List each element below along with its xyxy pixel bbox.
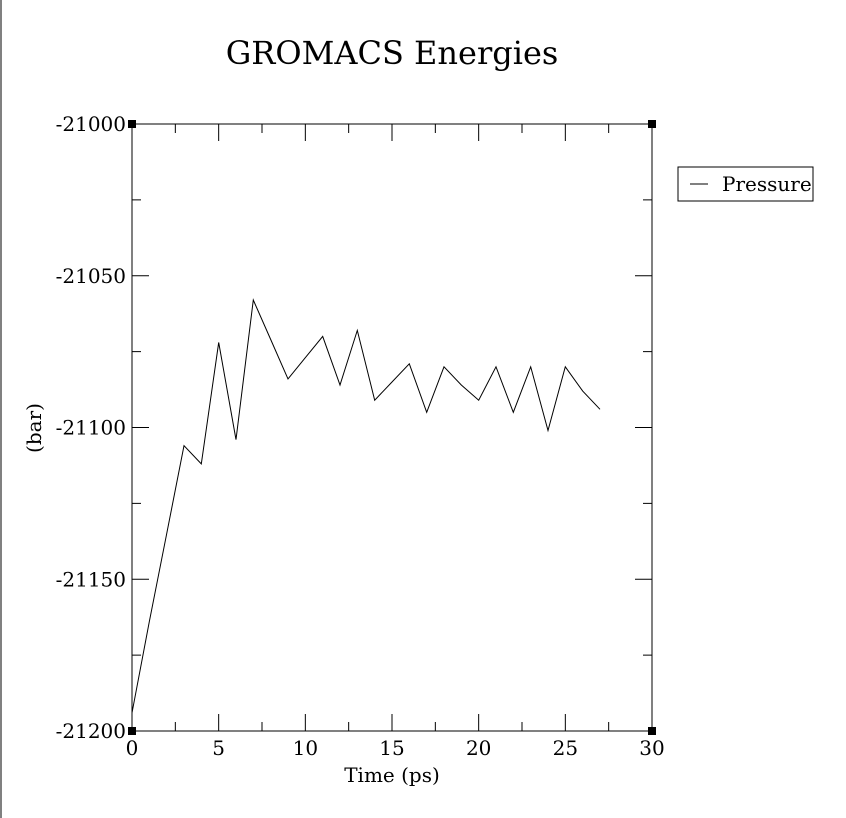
x-tick-label: 20 — [466, 736, 491, 760]
y-tick-label: -21100 — [56, 416, 126, 440]
x-tick-label: 25 — [553, 736, 578, 760]
x-tick-label: 0 — [126, 736, 139, 760]
y-tick-label: -21050 — [56, 264, 126, 288]
y-axis-label: (bar) — [22, 403, 46, 453]
x-axis: 0 5 10 15 20 25 30 — [126, 124, 665, 760]
legend-label: Pressure — [722, 172, 812, 196]
corner-handle-bottom-left — [128, 727, 136, 735]
plot-area: -21200 -21150 -21100 -21050 -21000 0 5 10 15 20 2… — [56, 112, 665, 760]
chart-title: GROMACS Energies — [226, 34, 559, 72]
legend: Pressure — [677, 166, 814, 202]
x-tick-label: 30 — [639, 736, 664, 760]
y-axis: -21200 -21150 -21100 -21050 -21000 — [56, 112, 652, 743]
corner-handle-top-left — [128, 120, 136, 128]
x-tick-label: 10 — [293, 736, 318, 760]
series-layer — [131, 298, 601, 713]
y-tick-label: -21000 — [56, 112, 126, 136]
y-tick-label: -21200 — [56, 719, 126, 743]
x-tick-label: 5 — [212, 736, 225, 760]
x-axis-label: Time (ps) — [344, 763, 440, 787]
corner-handle-bottom-right — [648, 727, 656, 735]
y-tick-label: -21150 — [56, 567, 126, 591]
corner-handle-top-right — [648, 120, 656, 128]
series-line-pressure — [131, 298, 601, 713]
plot-frame — [131, 123, 653, 732]
window-edge — [0, 0, 2, 818]
x-tick-label: 15 — [379, 736, 404, 760]
